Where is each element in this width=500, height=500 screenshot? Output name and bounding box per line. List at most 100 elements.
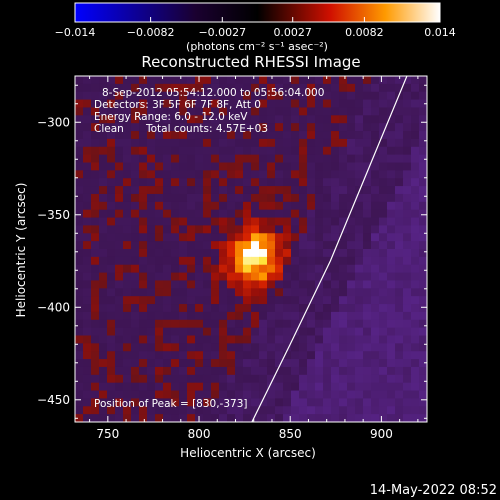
heatmap-cell: [235, 209, 244, 218]
heatmap-cell: [379, 374, 388, 384]
heatmap-cell: [251, 225, 260, 234]
heatmap-cell: [243, 351, 252, 360]
heatmap-cell: [251, 249, 260, 258]
heatmap-cell: [211, 319, 220, 329]
heatmap-cell: [131, 351, 140, 360]
heatmap-cell: [275, 264, 284, 273]
heatmap-cell: [299, 351, 308, 360]
heatmap-cell: [363, 359, 372, 368]
heatmap-cell: [179, 311, 188, 321]
heatmap-cell: [387, 99, 396, 108]
heatmap-cell: [75, 327, 84, 336]
heatmap-cell: [83, 398, 92, 407]
heatmap-cell: [139, 296, 148, 305]
heatmap-cell: [131, 343, 140, 352]
heatmap-cell: [163, 382, 172, 391]
heatmap-cell: [83, 374, 92, 384]
heatmap-cell: [171, 359, 180, 368]
heatmap-cell: [363, 280, 372, 289]
heatmap-cell: [403, 390, 412, 399]
heatmap-cell: [331, 359, 340, 368]
heatmap-cell: [283, 225, 292, 234]
heatmap-cell: [107, 91, 116, 100]
heatmap-cell: [187, 91, 196, 100]
heatmap-cell: [419, 390, 427, 399]
heatmap-cell: [163, 390, 172, 399]
heatmap-cell: [355, 178, 364, 187]
heatmap-cell: [115, 83, 124, 93]
heatmap-cell: [155, 296, 164, 305]
heatmap-cell: [171, 382, 180, 391]
heatmap-cell: [227, 99, 236, 108]
heatmap-cell: [179, 319, 188, 329]
heatmap-cell: [131, 414, 140, 422]
heatmap-cell: [315, 398, 324, 407]
heatmap-cell: [235, 138, 244, 148]
heatmap-cell: [323, 390, 332, 399]
heatmap-cell: [211, 201, 220, 211]
heatmap-cell: [291, 311, 300, 321]
heatmap-cell: [195, 154, 204, 163]
heatmap-cell: [411, 249, 420, 258]
heatmap-cell: [83, 209, 92, 218]
heatmap-cell: [99, 76, 108, 85]
heatmap-cell: [363, 335, 372, 344]
heatmap-cell: [347, 201, 356, 211]
heatmap-cell: [331, 107, 340, 116]
heatmap-cell: [339, 123, 348, 132]
heatmap-cell: [307, 115, 316, 124]
heatmap-cell: [179, 233, 188, 242]
heatmap-cell: [219, 186, 228, 195]
heatmap-cell: [99, 343, 108, 352]
heatmap-cell: [251, 390, 260, 399]
heatmap-cell: [315, 335, 324, 344]
heatmap-cell: [283, 76, 292, 85]
heatmap-cell: [195, 146, 204, 156]
heatmap-cell: [387, 107, 396, 116]
heatmap-cell: [115, 374, 124, 384]
heatmap-cell: [163, 335, 172, 344]
heatmap-cell: [227, 123, 236, 132]
heatmap-cell: [379, 390, 388, 399]
heatmap-cell: [291, 264, 300, 273]
heatmap-cell: [163, 343, 172, 352]
heatmap-cell: [243, 414, 252, 422]
heatmap-cell: [107, 138, 116, 148]
heatmap-cell: [387, 296, 396, 305]
heatmap-cell: [403, 76, 412, 85]
heatmap-cell: [139, 83, 148, 93]
heatmap-cell: [363, 225, 372, 234]
heatmap-cell: [323, 115, 332, 124]
heatmap-cell: [315, 406, 324, 415]
heatmap-cell: [403, 146, 412, 156]
heatmap-cell: [299, 256, 308, 266]
heatmap-cell: [75, 335, 84, 344]
heatmap-cell: [283, 91, 292, 100]
heatmap-cell: [187, 249, 196, 258]
heatmap-cell: [179, 107, 188, 116]
heatmap-cell: [163, 131, 172, 140]
heatmap-cell: [267, 154, 276, 163]
heatmap-cell: [123, 366, 132, 376]
heatmap-cell: [83, 272, 92, 281]
heatmap-cell: [403, 233, 412, 242]
heatmap-cell: [371, 382, 380, 391]
heatmap-cell: [403, 154, 412, 163]
heatmap-cell: [131, 311, 140, 321]
heatmap-cell: [291, 296, 300, 305]
heatmap-cell: [307, 366, 316, 376]
heatmap-cell: [251, 398, 260, 407]
heatmap-cell: [107, 296, 116, 305]
heatmap-cell: [139, 249, 148, 258]
heatmap-cell: [243, 304, 252, 313]
heatmap-cell: [83, 382, 92, 391]
heatmap-cell: [251, 154, 260, 163]
heatmap-cell: [147, 186, 156, 195]
heatmap-cell: [371, 335, 380, 344]
heatmap-cell: [75, 107, 84, 116]
heatmap-cell: [91, 131, 100, 140]
heatmap-cell: [147, 146, 156, 156]
colorbar-tick-label: 0.0082: [345, 26, 384, 39]
heatmap-cell: [219, 209, 228, 218]
